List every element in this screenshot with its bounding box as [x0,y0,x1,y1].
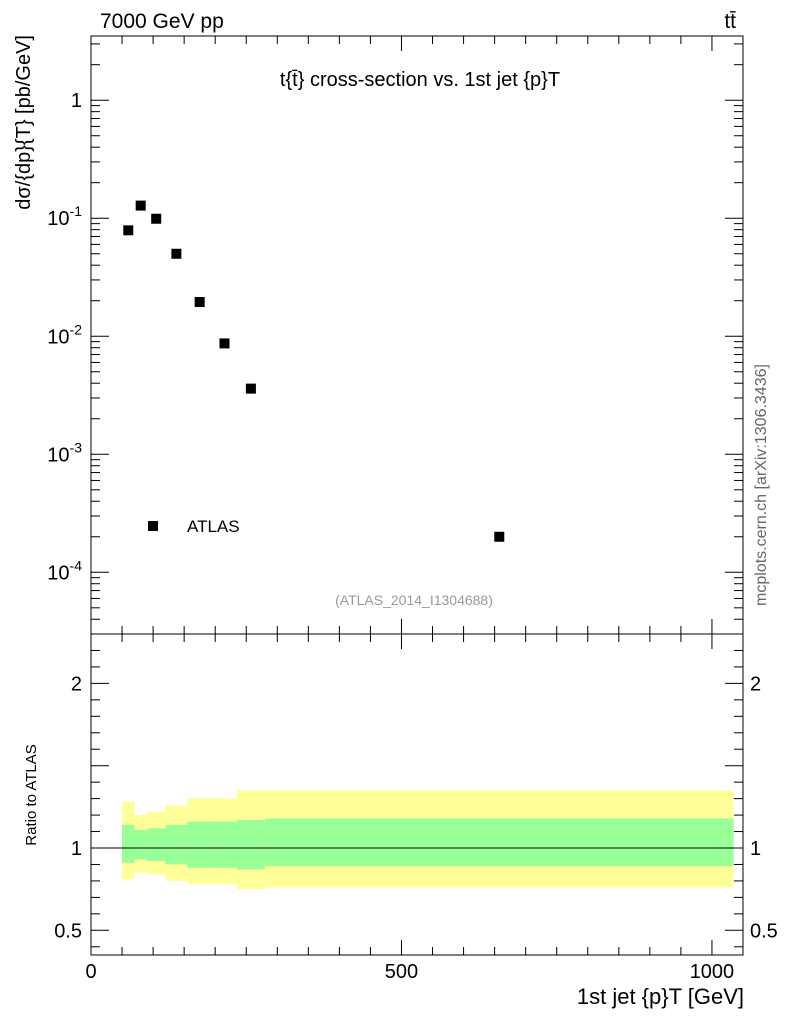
x-tick-label: 1000 [690,961,735,983]
y-axis-title: dσ/{dp}{T} [pb/GeV] [13,35,35,210]
data-point-1 [135,200,146,211]
ratio-y-tick-label-left: 0.5 [54,920,82,942]
ratio-panel: 0 500 1000 0.5 0.5 1 1 2 2 [54,633,778,983]
ratio-y-tick-label-left: 2 [71,673,82,695]
header-left: 7000 GeV pp [100,10,224,33]
data-point-0 [123,225,134,236]
legend-label: ATLAS [187,517,240,536]
band-inner-6 [236,820,265,870]
data-points [123,200,505,542]
data-point-6 [245,383,256,394]
y-tick-label: 10-4 [47,557,82,584]
main-panel: 10-4 10-3 10-2 10-1 1 ATLAS [47,35,744,635]
ratio-y-tick-label-right: 2 [750,673,761,695]
data-point-3 [171,248,182,259]
y-tick-label: 1 [71,90,82,112]
ratio-frame [90,633,744,956]
band-inner-7 [264,818,734,867]
header-right: tt̄ [724,10,736,33]
ratio-bands [122,790,734,890]
data-point-7 [494,531,505,542]
chart-title: t{t̄} cross-section vs. 1st jet {p}T [280,69,560,91]
band-inner-3 [165,824,188,865]
band-inner-4 [187,821,213,868]
side-label: mcplots.cern.ch [arXiv:1306.3436] [753,364,770,606]
ratio-y-axis-title: Ratio to ATLAS [23,744,40,845]
legend-marker [148,521,158,531]
x-axis-title: 1st jet {p}T [GeV] [577,984,744,1009]
y-tick-label: 10-3 [47,439,82,466]
data-point-5 [219,338,230,349]
band-inner-5 [212,821,237,868]
data-point-2 [151,213,162,224]
x-tick-label: 500 [385,961,418,983]
x-tick-label: 0 [85,961,96,983]
data-point-4 [194,297,205,308]
ratio-y-tick-label-left: 1 [71,838,82,860]
chart-labels: 7000 GeV pp tt̄ t{t̄} cross-section vs. … [13,10,770,1009]
band-inner-1 [134,829,147,860]
ratio-y-tick-label-right: 0.5 [750,920,778,942]
band-inner-2 [146,828,166,862]
y-tick-label: 10-2 [47,321,82,348]
band-inner-0 [122,824,135,863]
y-tick-label: 10-1 [47,203,82,230]
ratio-y-tick-label-right: 1 [750,838,761,860]
analysis-label: (ATLAS_2014_I1304688) [335,592,493,608]
main-frame [90,35,744,635]
